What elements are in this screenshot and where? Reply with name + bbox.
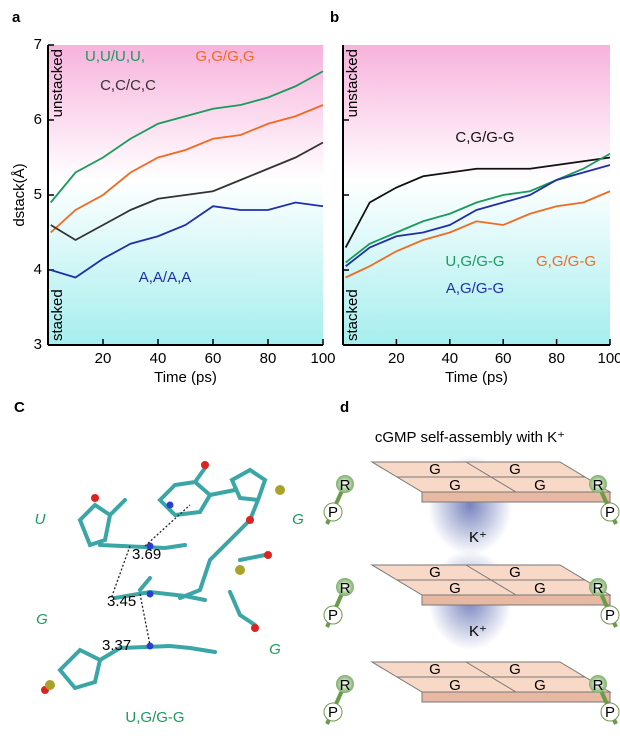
base-label: G [429,661,441,678]
y-tick-label: 5 [34,186,42,203]
panel-label: d [340,399,349,416]
base-label: G [534,477,546,494]
base-label: G [509,461,521,478]
y-axis-label: dstack(Å) [11,163,28,226]
series-label: U,G/G-G [445,253,504,270]
base-label: G [509,661,521,678]
ribose-label: R [340,580,351,597]
x-tick-label: 20 [388,350,405,367]
annotation: stacked [344,289,361,341]
annotation: unstacked [49,49,66,117]
series-label: A,G/G-G [446,280,504,297]
base-label: G [534,580,546,597]
panel-label: a [12,9,21,26]
phosphate-label: P [605,607,615,624]
nucleotide-label: G [269,641,281,658]
phosphate-label: P [605,504,615,521]
base-label: G [429,564,441,581]
ribose-label: R [340,477,351,494]
panel-label: C [14,399,25,416]
distance-label: 3.37 [102,637,131,654]
base-label: G [534,677,546,694]
phosphate-label: P [328,704,338,721]
ribose-label: R [593,580,604,597]
ion-label: K⁺ [469,529,487,546]
molecule-caption: U,G/G-G [125,709,184,726]
y-tick-label: 7 [34,36,42,53]
phosphate-label: P [328,504,338,521]
molecule-render [41,461,285,694]
x-tick-label: 40 [441,350,458,367]
y-tick-label: 4 [34,261,42,278]
ribose-label: R [593,477,604,494]
x-tick-label: 60 [495,350,512,367]
phosphate-label: P [605,704,615,721]
base-label: G [429,461,441,478]
panel-label: b [330,9,339,26]
x-tick-label: 60 [205,350,222,367]
x-tick-label: 100 [597,350,620,367]
x-tick-label: 80 [260,350,277,367]
base-label: G [509,564,521,581]
figure: a b C d GGGGRPRPGGGGRPRPGGGGRPRPK⁺K⁺ 345… [0,0,620,746]
ribose-label: R [340,677,351,694]
series-label: G,G/G-G [536,253,596,270]
series-label: C,C/C,C [100,77,156,94]
base-label: G [449,477,461,494]
ion-label: K⁺ [469,623,487,640]
ribose-label: R [593,677,604,694]
series-label: C,G/G-G [455,129,514,146]
base-label: G [449,677,461,694]
assembly-title: cGMP self-assembly with K⁺ [375,429,565,446]
annotation: stacked [49,289,66,341]
x-tick-label: 20 [95,350,112,367]
series-label: G,G/G,G [195,48,254,65]
distance-label: 3.69 [132,546,161,563]
nucleotide-label: G [36,611,48,628]
x-tick-label: 40 [150,350,167,367]
x-tick-label: 80 [548,350,565,367]
phosphate-label: P [328,607,338,624]
distance-label: 3.45 [107,593,136,610]
series-label: U,U/U,U, [85,48,145,65]
series-label: A,A/A,A [139,269,192,286]
nucleotide-label: U [35,511,46,528]
y-tick-label: 3 [34,336,42,353]
annotation: unstacked [344,49,361,117]
nucleotide-label: G [292,511,304,528]
x-tick-label: 100 [310,350,335,367]
y-tick-label: 6 [34,111,42,128]
x-axis-label: Time (ps) [154,369,217,386]
x-axis-label: Time (ps) [445,369,508,386]
base-label: G [449,580,461,597]
